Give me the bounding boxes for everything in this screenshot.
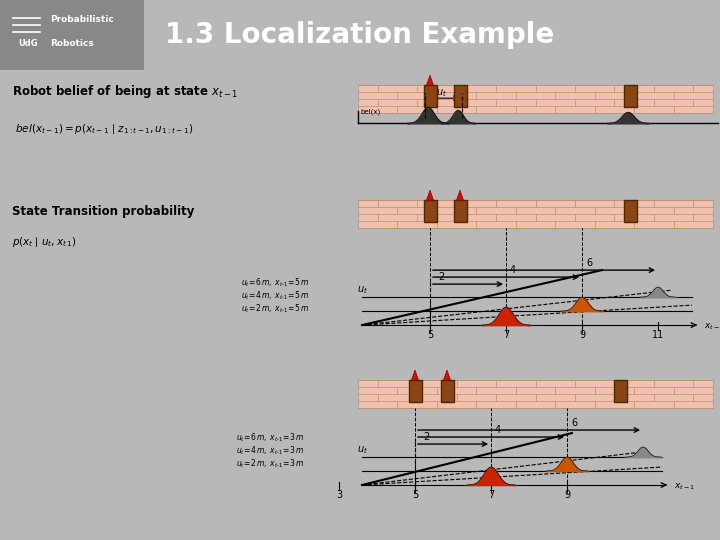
Bar <box>613 380 626 402</box>
Polygon shape <box>456 190 464 200</box>
Text: UdG: UdG <box>18 39 37 48</box>
Text: $x_{t-1}$: $x_{t-1}$ <box>674 481 696 491</box>
Text: Robot belief of being at state $x_{t-1}$: Robot belief of being at state $x_{t-1}$ <box>12 83 238 100</box>
Text: $\ bel\left(x_{t-1}\right)=p\left(x_{t-1}\mid z_{1:t-1},u_{1:t-1}\right)$: $\ bel\left(x_{t-1}\right)=p\left(x_{t-1… <box>12 122 193 136</box>
Bar <box>358 200 713 228</box>
Text: 1.3 Localization Example: 1.3 Localization Example <box>166 21 554 49</box>
Bar <box>358 85 713 113</box>
Text: 7: 7 <box>503 330 509 340</box>
Polygon shape <box>426 190 433 200</box>
Text: $u_t\!=\!4\,m,\ x_{t\text{-}1}\!=\!3\,m$: $u_t\!=\!4\,m,\ x_{t\text{-}1}\!=\!3\,m$ <box>236 444 304 456</box>
Bar <box>624 200 636 222</box>
Text: Probabilistic: Probabilistic <box>50 15 114 24</box>
Text: $u_t\!=\!2\,m,\ x_{t\text{-}1}\!=\!5\,m$: $u_t\!=\!2\,m,\ x_{t\text{-}1}\!=\!5\,m$ <box>241 302 309 315</box>
Text: 9: 9 <box>579 330 585 340</box>
Text: 4: 4 <box>495 425 501 435</box>
Text: $u_t$: $u_t$ <box>357 284 368 296</box>
Text: 5: 5 <box>427 330 433 340</box>
Bar <box>408 380 421 402</box>
Bar <box>441 380 454 402</box>
Text: 5: 5 <box>412 490 418 500</box>
Text: $u_t\!=\!4\,m,\ x_{t\text{-}1}\!=\!5\,m$: $u_t\!=\!4\,m,\ x_{t\text{-}1}\!=\!5\,m$ <box>241 289 309 302</box>
Text: $x_{t-1}$: $x_{t-1}$ <box>704 321 720 332</box>
Bar <box>423 85 436 107</box>
Bar <box>423 200 436 222</box>
Text: 7: 7 <box>488 490 494 500</box>
Text: bel(x): bel(x) <box>360 108 380 114</box>
Bar <box>454 200 467 222</box>
Polygon shape <box>444 370 451 380</box>
Text: 6: 6 <box>571 418 577 428</box>
Text: $u_t\!=\!2\,m,\ x_{t\text{-}1}\!=\!3\,m$: $u_t\!=\!2\,m,\ x_{t\text{-}1}\!=\!3\,m$ <box>236 457 304 470</box>
Text: $u_t$: $u_t$ <box>357 444 368 456</box>
Bar <box>454 85 467 107</box>
Text: 6: 6 <box>586 258 592 268</box>
Text: 9: 9 <box>564 490 570 500</box>
Text: 2: 2 <box>423 432 429 442</box>
Bar <box>0 0 144 70</box>
Bar <box>624 85 636 107</box>
Text: $u_t\!=\!6\,m,\ x_{t\text{-}1}\!=\!5\,m$: $u_t\!=\!6\,m,\ x_{t\text{-}1}\!=\!5\,m$ <box>241 276 309 288</box>
Text: 11: 11 <box>652 330 664 340</box>
Text: 4: 4 <box>510 265 516 275</box>
Text: 3: 3 <box>336 490 342 500</box>
Text: $p\left(x_t\mid u_t,x_{t\,1}\right)$: $p\left(x_t\mid u_t,x_{t\,1}\right)$ <box>12 235 76 249</box>
Text: $u_t\!=\!6\,m,\ x_{t\text{-}1}\!=\!3\,m$: $u_t\!=\!6\,m,\ x_{t\text{-}1}\!=\!3\,m$ <box>236 431 304 443</box>
Text: 2: 2 <box>438 272 444 282</box>
Polygon shape <box>426 75 433 85</box>
Text: $u_t$: $u_t$ <box>436 87 447 99</box>
Polygon shape <box>412 370 418 380</box>
Bar <box>358 380 713 408</box>
Text: State Transition probability: State Transition probability <box>12 205 194 218</box>
Text: Robotics: Robotics <box>50 39 94 48</box>
